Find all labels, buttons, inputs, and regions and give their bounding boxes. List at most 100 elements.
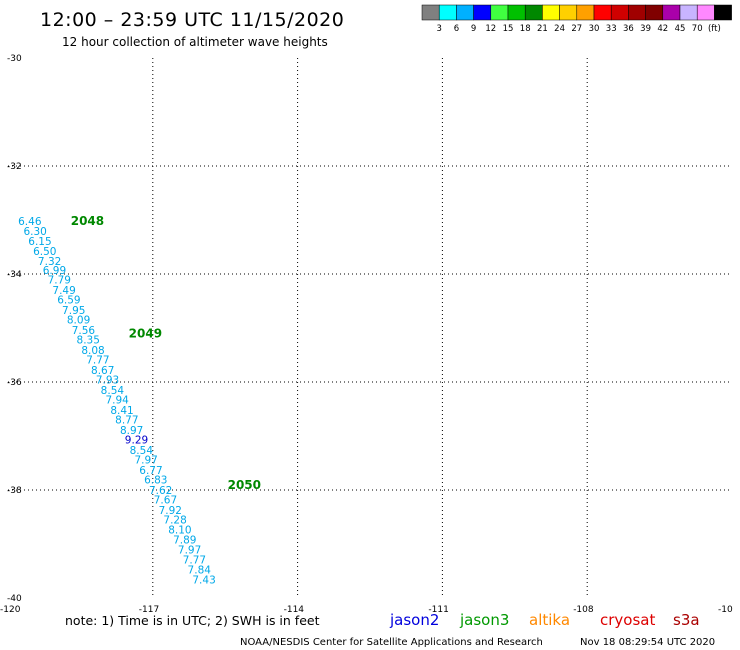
swh-value: 7.97 [178,545,201,557]
legend-label: 6 [454,24,459,34]
swh-value: 6.99 [43,265,66,277]
legend-label: 36 [623,24,634,34]
swh-value: 7.97 [134,455,157,467]
satellite-altika: altika [529,611,570,629]
legend-swatch [576,4,595,21]
swh-value: 6.59 [57,295,80,307]
swh-value: 7.32 [38,256,61,268]
swh-value: 8.54 [130,445,154,457]
x-tick-label: -120 [0,605,21,615]
swh-value: 6.77 [139,465,162,477]
legend-swatch [507,4,526,21]
pass-label: 2050 [228,478,261,492]
swh-value: 7.79 [48,275,71,287]
satellite-jason2: jason2 [389,611,439,629]
legend-label: 12 [485,24,496,34]
legend-swatch [456,4,474,21]
x-tick-label: -111 [428,605,448,615]
swh-value: 8.10 [168,525,191,537]
swh-value: 6.50 [33,246,56,258]
legend-swatch [696,4,715,21]
swh-value: 8.54 [101,385,125,397]
y-tick-label: -30 [7,54,22,64]
swh-value: 7.89 [173,534,196,546]
x-tick-label: -114 [284,605,305,615]
legend-swatch [473,4,492,21]
swh-value: 8.08 [81,345,104,357]
satellite-cryosat: cryosat [600,611,655,629]
swh-value: 6.15 [28,236,51,248]
legend-swatch [628,4,646,21]
y-tick-label: -32 [7,162,22,172]
swh-value: 7.43 [192,574,215,586]
legend-swatch [542,4,560,21]
legend-swatch [679,4,698,21]
legend-swatch [490,4,509,21]
legend-swatch [714,4,732,21]
legend-label: 24 [554,24,565,34]
legend-swatch [645,4,664,21]
pass-label: 2048 [71,214,104,228]
chart-title: 12:00 – 23:59 UTC 11/15/2020 [40,9,344,31]
legend-label: 27 [571,24,582,34]
swh-value: 7.28 [163,514,186,526]
swh-value: 7.67 [154,495,177,507]
swh-value: 7.92 [159,505,182,517]
legend-label: 33 [606,24,617,34]
swh-value: 7.77 [86,355,109,367]
swh-value: 7.77 [183,554,206,566]
swh-value: 7.95 [62,305,85,317]
swh-value: 8.97 [120,425,143,437]
legend-swatch [662,4,681,21]
swh-value: 7.49 [52,285,75,297]
swh-value: 8.67 [91,365,114,377]
satellite-s3a: s3a [673,611,700,629]
color-legend: 3 6 9 12 15 18 21 24 27 30 33 36 39 42 45 70 (ft) [421,4,732,34]
legend-label: (ft) [708,24,721,34]
swh-value: 8.77 [115,415,138,427]
satellite-legend: jason2 jason3 altika cryosat s3a [389,611,700,629]
legend-label: 30 [589,24,600,34]
axis-ticks: -30 -32 -34 -36 -38 -40-120 -117 -114 -111 -108 -1… [0,54,733,615]
y-tick-label: -38 [7,486,22,496]
satellite-jason3: jason3 [459,611,509,629]
legend-swatch [438,4,457,21]
swh-value: 8.09 [67,315,90,327]
legend-swatch [421,4,440,21]
legend-label: 15 [503,24,514,34]
legend-swatch [610,4,629,21]
legend-label: 9 [471,24,476,34]
swh-value: 7.62 [149,485,172,497]
swh-value: 7.93 [96,375,119,387]
swh-value: 7.84 [188,565,212,577]
x-tick-label: -10 [718,605,733,615]
pass-label: 2049 [129,327,162,341]
swh-value: 8.35 [77,335,100,347]
swh-value: 7.56 [72,325,96,337]
y-tick-label: -40 [7,594,22,604]
swh-value: 8.41 [110,405,133,417]
legend-label: 45 [675,24,686,34]
legend-label: 21 [537,24,548,34]
y-tick-label: -36 [7,378,22,388]
swh-value: 7.94 [105,395,129,407]
legend-swatch [593,4,612,21]
legend-label: 42 [657,24,668,34]
swh-value: 9.29 [125,435,148,447]
legend-label: 70 [692,24,703,34]
legend-label: 18 [520,24,531,34]
y-tick-label: -34 [7,270,22,280]
legend-swatch [559,4,578,21]
swh-value: 6.83 [144,475,167,487]
legend-swatch [524,4,543,21]
legend-label: 3 [436,24,441,34]
footnote: note: 1) Time is in UTC; 2) SWH is in fe… [65,613,320,628]
chart-subtitle: 12 hour collection of altimeter wave hei… [62,35,328,49]
data-points: 6.466.306.156.507.326.997.797.496.597.95… [18,216,216,587]
pass-labels: 2048 2049 2050 [71,214,261,492]
swh-value: 6.30 [23,226,46,238]
x-tick-label: -117 [139,605,159,615]
swh-value: 6.46 [18,216,42,228]
legend-label: 39 [640,24,651,34]
